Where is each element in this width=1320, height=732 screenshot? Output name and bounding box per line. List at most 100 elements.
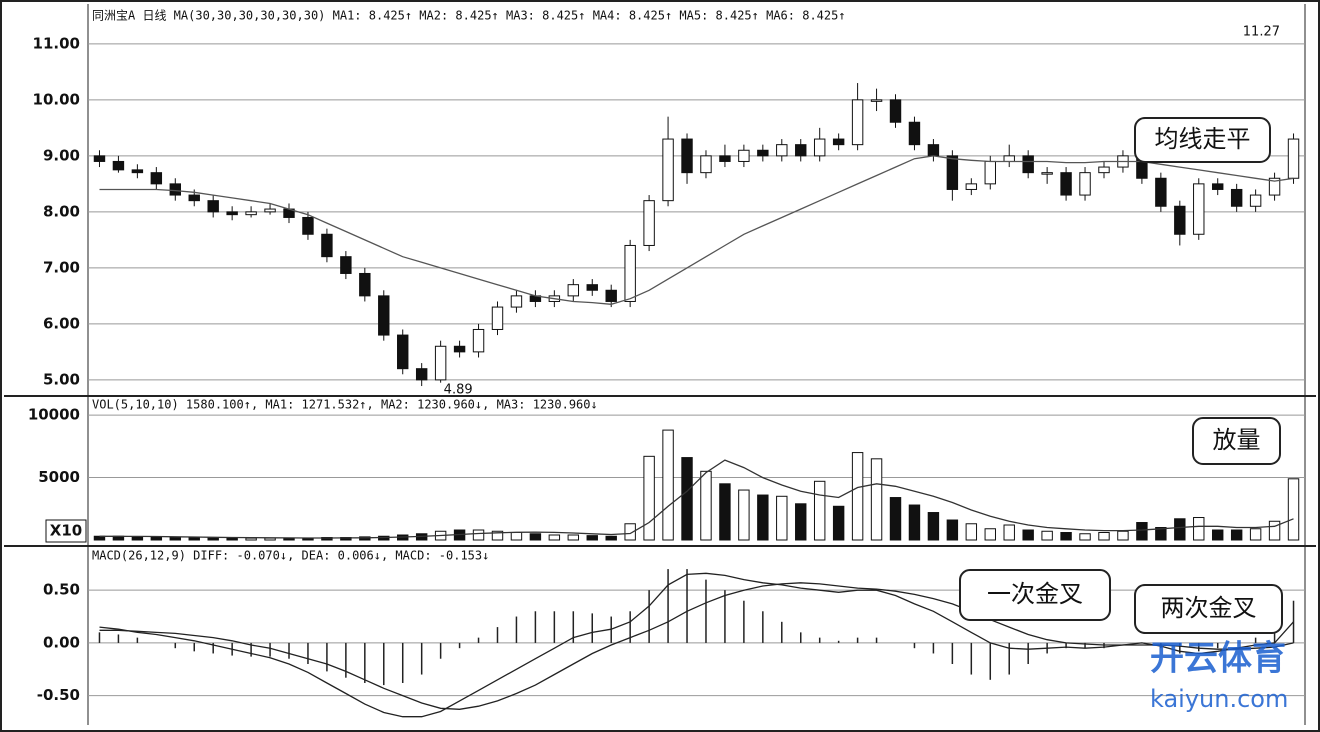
candle-body bbox=[1249, 194, 1262, 207]
volume-bar bbox=[1193, 517, 1205, 541]
callout-text: 放量 bbox=[1213, 426, 1261, 454]
y-tick-label: 8.00 bbox=[43, 202, 80, 220]
candle-body bbox=[150, 172, 163, 185]
volume-bar bbox=[491, 530, 504, 541]
candle-body bbox=[1193, 183, 1205, 235]
callout-box bbox=[1134, 117, 1271, 163]
candle-body bbox=[302, 216, 314, 235]
volume-bar bbox=[870, 458, 883, 541]
indicator-line bbox=[99, 155, 1294, 305]
volume-bar bbox=[681, 457, 693, 541]
volume-bar bbox=[643, 455, 655, 541]
candle-body bbox=[1003, 155, 1015, 162]
volume-bar bbox=[1230, 529, 1243, 541]
volume-bar bbox=[605, 535, 617, 541]
callout-text: 一次金叉 bbox=[987, 580, 1083, 608]
y-tick-label: -0.50 bbox=[37, 686, 80, 704]
volume-bar bbox=[700, 470, 712, 541]
candle-body bbox=[643, 200, 655, 246]
candle-body bbox=[1174, 205, 1186, 235]
candle-body bbox=[586, 284, 598, 291]
high-label: 11.27 bbox=[1243, 25, 1280, 40]
candle-body bbox=[776, 144, 788, 157]
volume-bar bbox=[776, 495, 788, 541]
volume-bar bbox=[510, 532, 523, 541]
volume-bar bbox=[1079, 533, 1091, 541]
candle-body bbox=[1041, 172, 1053, 175]
candle-body bbox=[851, 99, 864, 146]
volume-bar bbox=[851, 452, 864, 541]
candle-body bbox=[927, 144, 940, 157]
volume-bar bbox=[1136, 522, 1148, 541]
candle-body bbox=[453, 345, 466, 353]
unit-label: X10 bbox=[50, 522, 82, 540]
volume-bar bbox=[795, 503, 807, 541]
volume-bar bbox=[188, 537, 200, 541]
volume-bar bbox=[927, 512, 940, 541]
volume-bar bbox=[245, 537, 257, 541]
indicator-line bbox=[99, 459, 1294, 539]
candle-body bbox=[832, 138, 845, 146]
volume-bar bbox=[813, 480, 826, 541]
y-tick-label: 5.00 bbox=[43, 370, 80, 388]
volume-bar bbox=[548, 534, 561, 541]
watermark-url: kaiyun.com bbox=[1150, 685, 1288, 713]
volume-bar bbox=[226, 537, 238, 541]
panel-header: VOL(5,10,10) 1580.100↑, MA1: 1271.532↑, … bbox=[92, 398, 598, 412]
volume-bar bbox=[738, 489, 750, 541]
volume-bar bbox=[1041, 530, 1053, 541]
candle-body bbox=[1230, 188, 1243, 207]
candle-body bbox=[1287, 138, 1300, 179]
candle-body bbox=[567, 284, 580, 297]
y-tick-label: 10000 bbox=[28, 406, 80, 424]
candle-body bbox=[908, 121, 921, 146]
volume-bar bbox=[1003, 524, 1015, 541]
callout-box bbox=[1134, 584, 1283, 634]
callout-text: 两次金叉 bbox=[1161, 594, 1257, 622]
candle-body bbox=[624, 244, 636, 302]
y-tick-label: 5000 bbox=[38, 468, 80, 486]
candle-body bbox=[662, 138, 674, 202]
volume-bar bbox=[889, 497, 902, 541]
candle-body bbox=[1211, 183, 1224, 190]
candle-body bbox=[510, 295, 523, 308]
candle-body bbox=[719, 155, 731, 162]
candle-body bbox=[321, 233, 333, 258]
volume-bar bbox=[1211, 529, 1224, 541]
volume-bar bbox=[908, 504, 921, 541]
candle-body bbox=[795, 144, 807, 157]
candle-body bbox=[757, 149, 769, 157]
volume-bar bbox=[1249, 528, 1262, 541]
volume-bar bbox=[150, 536, 163, 541]
volume-bar bbox=[1117, 530, 1129, 541]
callout-box bbox=[1192, 417, 1281, 465]
candle-body bbox=[131, 169, 144, 174]
indicator-line bbox=[99, 582, 1294, 710]
callout-text: 均线走平 bbox=[1155, 125, 1251, 153]
volume-bar bbox=[472, 529, 485, 541]
volume-bar bbox=[719, 483, 731, 541]
y-tick-label: 11.00 bbox=[33, 34, 80, 52]
candle-body bbox=[946, 155, 959, 190]
y-tick-label: 6.00 bbox=[43, 314, 80, 332]
y-tick-label: 0.50 bbox=[43, 581, 80, 599]
candle-body bbox=[169, 183, 182, 196]
volume-bar bbox=[757, 494, 769, 541]
watermark-title: 开云体育 bbox=[1150, 639, 1286, 679]
candle-body bbox=[1079, 172, 1091, 196]
panel-header: 同洲宝A 日线 MA(30,30,30,30,30,30) MA1: 8.425… bbox=[92, 9, 846, 23]
candle-body bbox=[359, 272, 371, 297]
candle-body bbox=[984, 160, 996, 185]
candle-body bbox=[188, 194, 200, 202]
candle-body bbox=[397, 334, 409, 370]
candle-body bbox=[491, 306, 504, 330]
candle-body bbox=[1155, 177, 1167, 207]
candle-body bbox=[472, 328, 485, 353]
volume-bar bbox=[1155, 527, 1167, 541]
candle-body bbox=[207, 200, 219, 213]
volume-bar bbox=[1268, 520, 1281, 541]
volume-bar bbox=[567, 534, 580, 541]
candle-body bbox=[605, 289, 617, 302]
